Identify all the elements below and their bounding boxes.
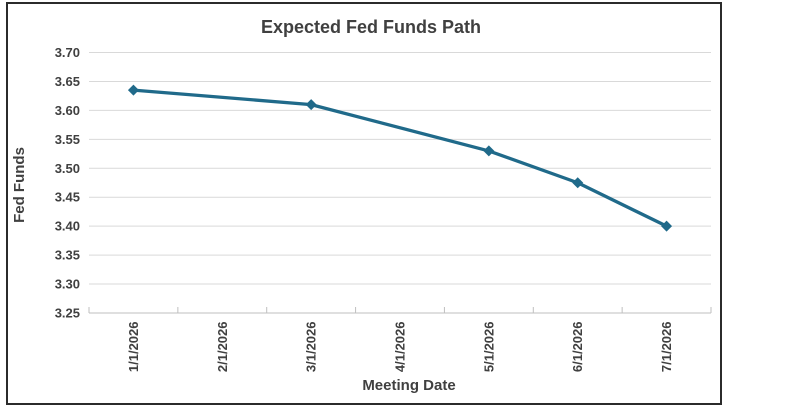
data-point-marker: [483, 145, 495, 157]
data-point-marker: [572, 177, 584, 189]
y-tick-label: 3.40: [55, 219, 80, 234]
y-tick-label: 3.60: [55, 103, 80, 118]
y-tick-label: 3.30: [55, 277, 80, 292]
chart-frame: [6, 2, 722, 405]
data-point-marker: [661, 220, 673, 232]
x-tick-label: 5/1/2026: [481, 322, 496, 373]
y-tick-label: 3.25: [55, 306, 80, 321]
y-tick-label: 3.35: [55, 248, 80, 263]
y-tick-label: 3.50: [55, 161, 80, 176]
x-tick-label: 1/1/2026: [126, 322, 141, 373]
y-tick-label: 3.65: [55, 74, 80, 89]
data-point-marker: [305, 99, 317, 111]
x-tick-label: 7/1/2026: [659, 322, 674, 373]
y-axis-title: Fed Funds: [11, 147, 28, 223]
x-tick-label: 4/1/2026: [393, 322, 408, 373]
x-tick-label: 2/1/2026: [215, 322, 230, 373]
x-tick-label: 3/1/2026: [304, 322, 319, 373]
y-tick-label: 3.70: [55, 45, 80, 60]
data-point-marker: [127, 84, 139, 96]
x-tick-label: 6/1/2026: [570, 322, 585, 373]
y-tick-label: 3.55: [55, 132, 80, 147]
y-tick-label: 3.45: [55, 190, 80, 205]
chart-title: Expected Fed Funds Path: [260, 17, 482, 37]
x-axis-title: Meeting Date: [362, 377, 456, 394]
